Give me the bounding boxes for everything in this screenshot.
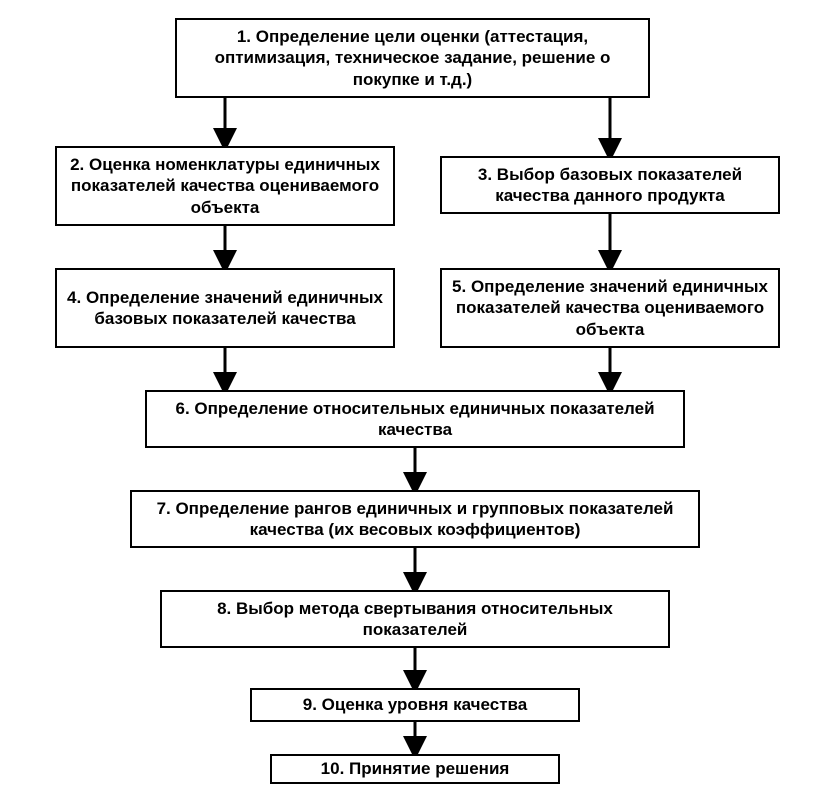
flowchart-node-n7: 7. Определение рангов единичных и группо… xyxy=(130,490,700,548)
flowchart-canvas: 1. Определение цели оценки (аттестация, … xyxy=(0,0,820,786)
flowchart-node-n9: 9. Оценка уровня качества xyxy=(250,688,580,722)
flowchart-node-n2: 2. Оценка номенклатуры единичных показат… xyxy=(55,146,395,226)
flowchart-node-n4: 4. Определение значений единичных базовы… xyxy=(55,268,395,348)
flowchart-node-n10: 10. Принятие решения xyxy=(270,754,560,784)
flowchart-node-n3: 3. Выбор базовых показателей качества да… xyxy=(440,156,780,214)
flowchart-node-n5: 5. Определение значений единичных показа… xyxy=(440,268,780,348)
flowchart-node-n1: 1. Определение цели оценки (аттестация, … xyxy=(175,18,650,98)
flowchart-node-n6: 6. Определение относительных единичных п… xyxy=(145,390,685,448)
flowchart-node-n8: 8. Выбор метода свертывания относительны… xyxy=(160,590,670,648)
